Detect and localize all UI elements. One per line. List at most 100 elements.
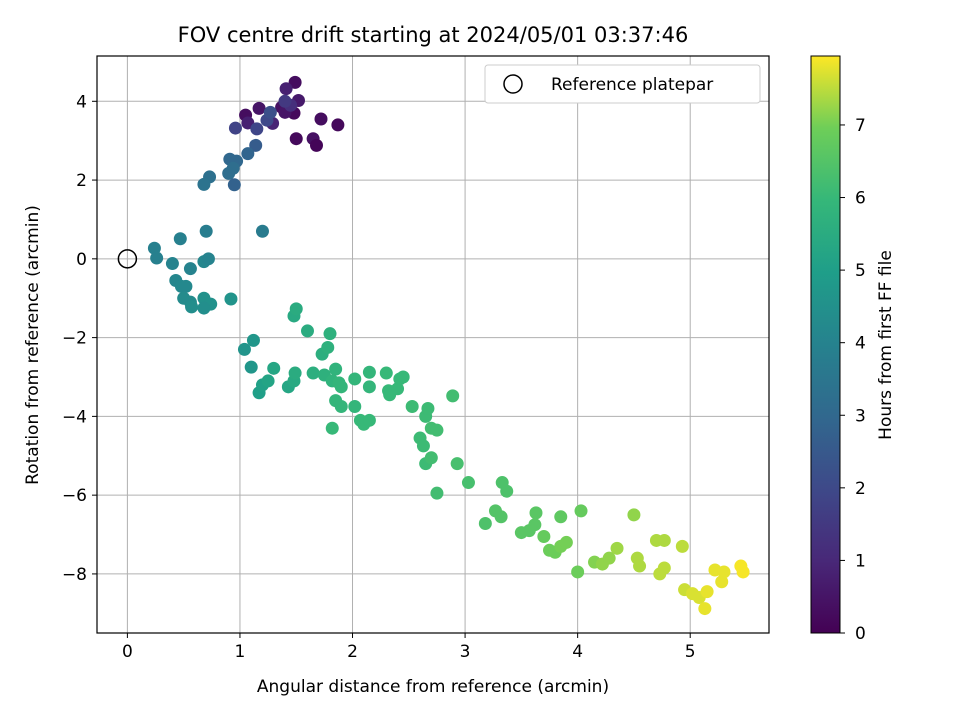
scatter-point bbox=[698, 602, 712, 616]
scatter-point bbox=[430, 423, 444, 437]
scatter-point bbox=[405, 400, 419, 414]
scatter-point bbox=[421, 402, 435, 416]
scatter-point bbox=[554, 510, 568, 524]
colorbar-tick-label: 3 bbox=[855, 406, 866, 426]
scatter-point bbox=[362, 365, 376, 379]
colorbar-ticks: 0 1 2 3 4 5 6 7 bbox=[840, 116, 866, 644]
scatter-point bbox=[222, 166, 236, 180]
y-axis-label: Rotation from reference (arcmin) bbox=[23, 205, 43, 485]
scatter-point bbox=[165, 257, 179, 271]
scatter-point bbox=[289, 302, 303, 316]
scatter-point bbox=[500, 484, 514, 498]
colorbar-tick-label: 0 bbox=[855, 624, 866, 644]
colorbar-tick-label: 7 bbox=[855, 116, 866, 136]
y-tick-label: −2 bbox=[62, 329, 87, 349]
scatter-point bbox=[173, 232, 187, 246]
x-tick-label: 3 bbox=[460, 642, 471, 662]
scatter-point bbox=[571, 565, 585, 579]
colorbar-tick-label: 6 bbox=[855, 189, 866, 209]
scatter-point bbox=[450, 457, 464, 471]
scatter-point bbox=[228, 121, 242, 135]
scatter-points bbox=[147, 75, 750, 616]
y-tick-label: 2 bbox=[76, 171, 87, 191]
legend: Reference platepar bbox=[484, 64, 761, 104]
scatter-point bbox=[185, 300, 199, 314]
legend-marker-icon bbox=[503, 74, 523, 94]
scatter-point bbox=[255, 224, 269, 238]
plot-frame bbox=[96, 55, 770, 634]
scatter-point bbox=[263, 105, 277, 119]
scatter-point bbox=[323, 327, 337, 341]
y-axis-ticks: −8 −6 −4 −2 0 2 4 bbox=[62, 92, 97, 585]
y-tick-label: 4 bbox=[76, 92, 87, 112]
colorbar-tick-label: 1 bbox=[855, 551, 866, 571]
scatter-point bbox=[715, 575, 729, 589]
x-tick-label: 4 bbox=[572, 642, 583, 662]
scatter-point bbox=[602, 551, 616, 565]
scatter-point bbox=[430, 486, 444, 500]
colorbar-tick-label: 2 bbox=[855, 479, 866, 499]
scatter-point bbox=[246, 333, 260, 347]
scatter-point bbox=[325, 421, 339, 435]
scatter-point bbox=[252, 101, 266, 115]
scatter-point bbox=[244, 360, 258, 374]
scatter-point bbox=[657, 533, 671, 547]
scatter-point bbox=[288, 75, 302, 89]
scatter-point bbox=[309, 138, 323, 152]
scatter-point bbox=[529, 506, 543, 520]
scatter-point bbox=[657, 561, 671, 575]
legend-box bbox=[484, 64, 761, 104]
x-tick-label: 0 bbox=[122, 642, 133, 662]
scatter-point bbox=[494, 510, 508, 524]
scatter-point bbox=[321, 340, 335, 354]
scatter-point bbox=[424, 451, 438, 465]
scatter-point bbox=[201, 252, 215, 266]
scatter-point bbox=[348, 372, 362, 386]
grid-lines bbox=[97, 56, 769, 633]
scatter-point bbox=[289, 132, 303, 146]
scatter-point bbox=[559, 535, 573, 549]
scatter-point bbox=[396, 370, 410, 384]
scatter-point bbox=[300, 324, 314, 338]
scatter-point bbox=[478, 517, 492, 531]
scatter-point bbox=[627, 508, 641, 522]
scatter-point bbox=[250, 122, 264, 136]
scatter-point bbox=[314, 112, 328, 126]
scatter-point bbox=[334, 380, 348, 394]
scatter-point bbox=[183, 262, 197, 276]
scatter-point bbox=[288, 366, 302, 380]
scatter-point bbox=[700, 585, 714, 599]
scatter-point bbox=[179, 279, 193, 293]
colorbar-label: Hours from first FF file bbox=[876, 250, 896, 440]
scatter-point bbox=[227, 178, 241, 192]
colorbar-tick-label: 4 bbox=[855, 334, 866, 354]
scatter-point bbox=[306, 366, 320, 380]
scatter-point bbox=[331, 118, 345, 132]
reference-platepar-marker bbox=[117, 249, 138, 269]
legend-label: Reference platepar bbox=[551, 75, 713, 95]
scatter-point bbox=[199, 224, 213, 238]
scatter-point bbox=[279, 82, 293, 96]
scatter-point bbox=[261, 374, 275, 388]
scatter-point bbox=[334, 400, 348, 414]
y-tick-label: 0 bbox=[76, 250, 87, 270]
scatter-point bbox=[362, 413, 376, 427]
scatter-point bbox=[736, 565, 750, 579]
scatter-point bbox=[391, 382, 405, 396]
x-axis-label: Angular distance from reference (arcmin) bbox=[257, 677, 609, 697]
scatter-point bbox=[528, 518, 542, 532]
scatter-point bbox=[249, 138, 263, 152]
scatter-point bbox=[197, 177, 211, 191]
scatter-point bbox=[348, 400, 362, 414]
scatter-point bbox=[241, 147, 255, 161]
scatter-point bbox=[537, 530, 551, 544]
colorbar bbox=[810, 55, 841, 634]
chart-title: FOV centre drift starting at 2024/05/01 … bbox=[178, 23, 689, 47]
x-axis-ticks: 0 1 2 3 4 5 bbox=[122, 633, 696, 662]
scatter-point bbox=[224, 292, 238, 306]
y-tick-label: −8 bbox=[62, 565, 87, 585]
scatter-point bbox=[416, 439, 430, 453]
y-tick-label: −4 bbox=[62, 407, 87, 427]
